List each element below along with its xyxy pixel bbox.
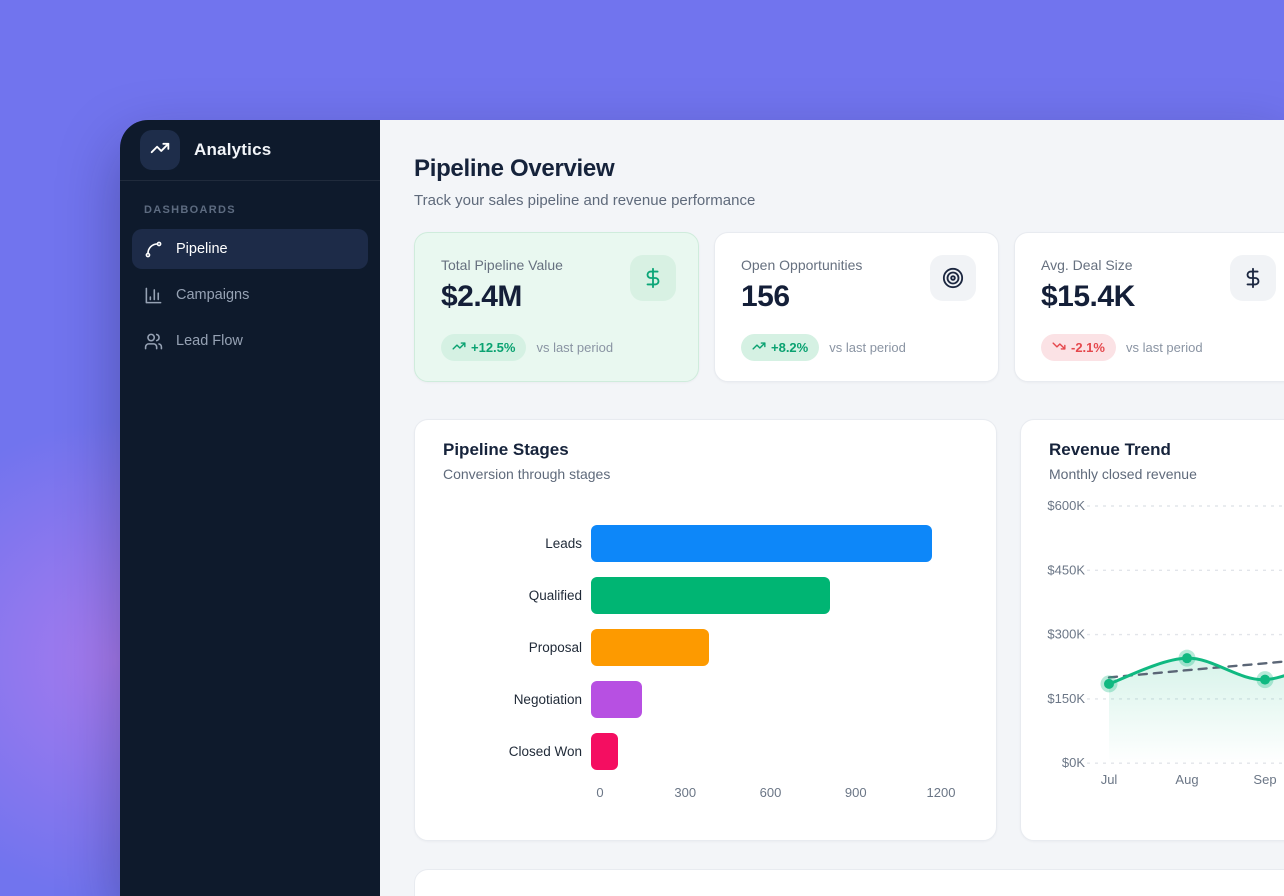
bar-leads[interactable] <box>591 525 932 562</box>
target-icon <box>930 255 976 301</box>
compare-label: vs last period <box>829 340 906 355</box>
bar-category-label: Negotiation <box>513 691 582 707</box>
chart-subtitle: Conversion through stages <box>443 466 611 482</box>
bar-row: Qualified <box>443 577 968 614</box>
brand-name: Analytics <box>194 140 272 159</box>
svg-text:$600K: $600K <box>1047 498 1085 513</box>
kpi-delta-row: -2.1% vs last period <box>1041 334 1203 361</box>
pipeline-icon <box>144 240 163 259</box>
svg-text:Sep: Sep <box>1253 772 1276 787</box>
bar-row: Negotiation <box>443 681 968 718</box>
kpi-card-total-pipeline-value[interactable]: Total Pipeline Value $2.4M +12.5% vs las… <box>414 232 699 382</box>
svg-text:$300K: $300K <box>1047 627 1085 642</box>
sidebar-item-pipeline[interactable]: Pipeline <box>132 229 368 269</box>
trending-down-icon <box>1052 339 1066 356</box>
x-axis: 0 300 600 900 1200 <box>596 785 955 801</box>
kpi-row: Total Pipeline Value $2.4M +12.5% vs las… <box>414 232 1284 382</box>
delta-badge: -2.1% <box>1041 334 1116 361</box>
pipeline-stages-card: Pipeline Stages Conversion through stage… <box>414 419 997 841</box>
bar-row: Closed Won <box>443 733 968 770</box>
page-subtitle: Track your sales pipeline and revenue pe… <box>414 192 756 209</box>
delta-badge: +8.2% <box>741 334 820 361</box>
bar-category-label: Closed Won <box>508 743 582 759</box>
bar-category-label: Qualified <box>528 587 582 603</box>
bar-closed-won[interactable] <box>591 733 618 770</box>
line-chart[interactable]: $600K$450K$300K$150K$0KJulAugSepOct <box>1047 496 1284 796</box>
bar-category-label: Leads <box>545 535 582 551</box>
dollar-icon <box>1230 255 1276 301</box>
svg-text:$450K: $450K <box>1047 562 1085 577</box>
bar-proposal[interactable] <box>591 629 709 666</box>
sidebar-item-lead-flow[interactable]: Lead Flow <box>132 321 368 361</box>
nav-section-label: DASHBOARDS <box>144 204 236 216</box>
sidebar-item-campaigns[interactable]: Campaigns <box>132 275 368 315</box>
kpi-label: Open Opportunities <box>741 257 863 273</box>
x-tick: 900 <box>844 785 867 800</box>
brand-logo <box>140 130 180 170</box>
chart-title: Pipeline Stages <box>443 440 569 459</box>
compare-label: vs last period <box>536 340 614 355</box>
bar-chart-icon <box>144 286 163 305</box>
chart-subtitle: Monthly closed revenue <box>1049 466 1197 482</box>
kpi-label: Avg. Deal Size <box>1041 257 1133 273</box>
svg-text:$150K: $150K <box>1047 691 1085 706</box>
trending-up-icon <box>752 339 766 356</box>
sidebar-item-label: Campaigns <box>176 287 250 303</box>
x-tick: 600 <box>759 785 782 800</box>
bar-row: Leads <box>443 525 968 562</box>
sidebar-item-label: Lead Flow <box>176 333 243 349</box>
trending-up-icon <box>452 339 466 356</box>
kpi-card-open-opportunities[interactable]: Open Opportunities 156 +8.2% vs last per… <box>714 232 999 382</box>
users-icon <box>144 332 163 351</box>
kpi-card-avg-deal-size[interactable]: Avg. Deal Size $15.4K -2.1% vs last peri… <box>1014 232 1284 382</box>
bar-negotiation[interactable] <box>591 681 643 718</box>
svg-text:$0K: $0K <box>1062 755 1085 770</box>
kpi-delta-row: +12.5% vs last period <box>441 334 613 361</box>
bar-category-label: Proposal <box>528 639 582 655</box>
charts-row: Pipeline Stages Conversion through stage… <box>414 419 1284 841</box>
revenue-trend-card: Revenue Trend Monthly closed revenue $60… <box>1020 419 1284 841</box>
bar-chart: Leads Qualified Proposal Negotiatio <box>443 525 968 801</box>
kpi-delta-row: +8.2% vs last period <box>741 334 906 361</box>
dollar-icon <box>630 255 676 301</box>
main-area: Pipeline Overview Track your sales pipel… <box>380 120 1284 896</box>
kpi-label: Total Pipeline Value <box>441 257 563 273</box>
trending-up-icon <box>150 138 170 163</box>
delta-badge: +12.5% <box>441 334 527 361</box>
app-window: Analytics DASHBOARDS Pipeline Campaigns … <box>120 120 1284 896</box>
bar-row: Proposal <box>443 629 968 666</box>
page-title: Pipeline Overview <box>414 155 615 182</box>
chart-title: Revenue Trend <box>1049 440 1171 459</box>
kpi-value: 156 <box>741 280 790 313</box>
kpi-value: $2.4M <box>441 280 522 313</box>
x-tick: 300 <box>674 785 697 800</box>
x-tick: 1200 <box>926 785 956 800</box>
sidebar-item-label: Pipeline <box>176 241 228 257</box>
x-tick: 0 <box>596 785 604 800</box>
compare-label: vs last period <box>1125 340 1203 355</box>
svg-text:Aug: Aug <box>1175 772 1198 787</box>
sidebar-header: Analytics <box>120 120 380 181</box>
svg-text:Jul: Jul <box>1101 772 1118 787</box>
sidebar: Analytics DASHBOARDS Pipeline Campaigns … <box>120 120 380 896</box>
bar-qualified[interactable] <box>591 577 830 614</box>
kpi-value: $15.4K <box>1041 280 1135 313</box>
bottom-card <box>414 869 1284 896</box>
